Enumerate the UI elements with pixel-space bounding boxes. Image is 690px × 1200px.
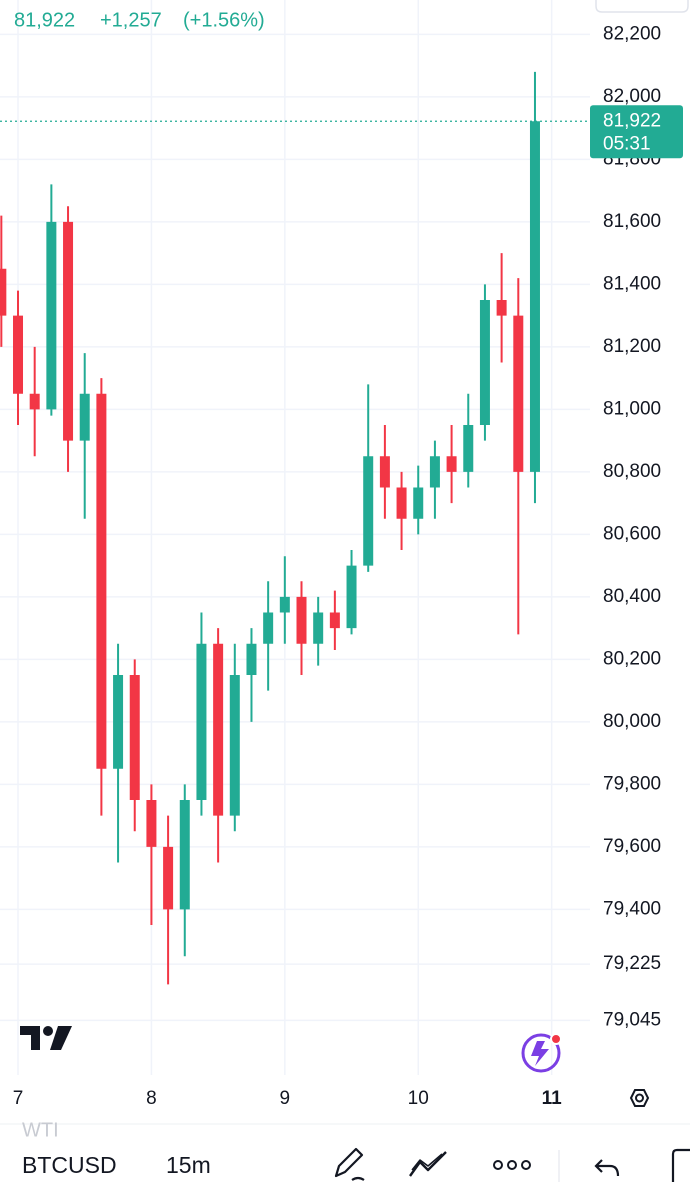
candle-body	[213, 643, 224, 816]
candle-body	[463, 425, 474, 472]
candle-body	[496, 300, 507, 316]
more-button[interactable]	[493, 1160, 531, 1170]
y-tick-label: 81,000	[603, 398, 661, 419]
candle-body	[296, 596, 307, 644]
y-tick-label: 80,600	[603, 523, 661, 544]
x-tick-label: 10	[408, 1088, 429, 1109]
candle-body	[229, 675, 240, 816]
candle-body	[0, 268, 7, 316]
candle-body	[63, 221, 74, 441]
y-tick-label: 80,000	[603, 711, 661, 732]
undo-button[interactable]	[594, 1159, 620, 1177]
header-change: +1,257	[100, 9, 162, 31]
candle-body	[196, 643, 207, 800]
settings-button[interactable]	[629, 1089, 650, 1107]
candle-body	[513, 315, 524, 472]
y-tick-label: 79,600	[603, 836, 661, 857]
y-tick-label: 79,400	[603, 898, 661, 919]
countdown-label: 05:31	[603, 133, 651, 154]
y-tick-label: 80,400	[603, 586, 661, 607]
candle-body	[113, 675, 124, 769]
candle-body	[29, 393, 40, 410]
header-change-pct: (+1.56%)	[183, 9, 265, 31]
candle-body	[413, 487, 424, 519]
candle-body	[129, 675, 140, 800]
y-tick-label: 79,045	[603, 1009, 661, 1030]
y-tick-label: 80,800	[603, 461, 661, 482]
candle-body	[363, 456, 374, 566]
candles	[0, 71, 540, 985]
x-tick-label: 11	[542, 1088, 563, 1109]
candle-body	[13, 315, 24, 394]
candle-body	[279, 596, 290, 613]
candle-body	[479, 300, 490, 425]
candle-body	[179, 800, 190, 910]
candle-body	[263, 612, 274, 644]
y-tick-label: 80,200	[603, 648, 661, 669]
candle-body	[79, 393, 90, 441]
candle-body	[379, 456, 390, 488]
candle-body	[246, 643, 257, 675]
y-tick-label: 81,400	[603, 273, 661, 294]
grid	[0, 0, 590, 1075]
last-price-label: 81,922	[603, 110, 661, 131]
y-tick-label: 79,225	[603, 953, 661, 974]
candle-body	[46, 221, 57, 410]
candle-body	[529, 121, 540, 472]
draw-tool[interactable]	[334, 1147, 365, 1181]
interval[interactable]: 15m	[166, 1152, 211, 1178]
y-tick-label: 79,800	[603, 773, 661, 794]
candle-body	[313, 612, 324, 644]
line-tool[interactable]	[409, 1151, 447, 1177]
candle-body	[396, 487, 407, 519]
overlay: 82,20082,00081,80081,60081,40081,20081,0…	[0, 23, 683, 1109]
top-badge	[595, 0, 689, 13]
layout-button[interactable]	[671, 1148, 690, 1182]
candle-body	[146, 800, 157, 847]
header-price: 81,922	[14, 9, 75, 31]
candle-body	[329, 612, 340, 629]
y-tick-label: 82,000	[603, 86, 661, 107]
y-tick-label: 82,200	[603, 23, 661, 44]
symbol[interactable]: BTCUSD	[22, 1152, 117, 1178]
last-price-box	[590, 105, 683, 159]
candle-body	[96, 393, 107, 769]
x-tick-label: 8	[146, 1088, 157, 1109]
x-tick-label: 7	[13, 1088, 24, 1109]
assistant-button[interactable]	[521, 1033, 562, 1073]
y-tick-label: 81,200	[603, 336, 661, 357]
tv-logo	[20, 1026, 72, 1050]
candle-body	[346, 565, 357, 629]
candle-body	[429, 456, 440, 488]
candle-body	[446, 456, 457, 472]
x-tick-label: 9	[280, 1088, 291, 1109]
y-tick-label: 81,600	[603, 211, 661, 232]
other-symbol[interactable]: WTI	[22, 1119, 59, 1141]
candle-body	[163, 846, 174, 910]
